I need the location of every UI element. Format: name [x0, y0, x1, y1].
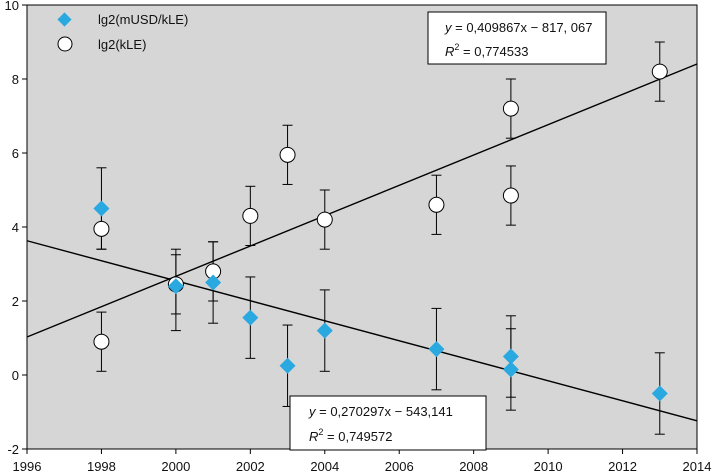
legend-marker-kLE [57, 36, 73, 52]
data-point-kLE [93, 333, 110, 350]
legend: lg2(mUSD/kLE) lg2(kLE) [57, 12, 188, 52]
data-point-kLE [651, 63, 668, 80]
data-point-kLE [242, 207, 259, 224]
x-tick-label: 2000 [161, 459, 190, 474]
data-point-mUSD-kLE [205, 274, 222, 291]
r-squared-kLE: R2 = 0,774533 [445, 42, 528, 59]
equation-mUSD-kLE: y = 0,270297x − 543,141 [308, 404, 453, 419]
x-tick-label: 2012 [608, 459, 637, 474]
data-point-kLE [93, 220, 110, 237]
x-tick-label: 2002 [236, 459, 265, 474]
y-tick-label: 4 [12, 220, 19, 235]
y-tick-label: 0 [12, 368, 19, 383]
legend-label-mUSD-kLE: lg2(mUSD/kLE) [98, 12, 188, 27]
x-tick-label: 1996 [13, 459, 42, 474]
data-point-kLE [428, 196, 445, 213]
data-point-mUSD-kLE [242, 309, 259, 326]
data-point-kLE [279, 146, 296, 163]
data-point-kLE [502, 100, 519, 117]
y-tick-label: 2 [12, 294, 19, 309]
y-tick-label: 6 [12, 146, 19, 161]
x-tick-label: 2006 [385, 459, 414, 474]
data-point-mUSD-kLE [93, 200, 110, 217]
equation-box-mUSD-kLE: y = 0,270297x − 543,141 R2 = 0,749572 [289, 395, 487, 451]
equation-kLE: y = 0,409867x − 817, 067 [444, 20, 592, 35]
y-tick-label: 10 [5, 0, 19, 13]
plot-area [27, 5, 697, 449]
x-tick-label: 1998 [87, 459, 116, 474]
data-point-mUSD-kLE [428, 341, 445, 358]
y-tick-label: -2 [7, 442, 19, 457]
trendlines [26, 63, 698, 422]
r-squared-mUSD-kLE: R2 = 0,749572 [309, 427, 392, 444]
data-point-mUSD-kLE [279, 357, 296, 374]
data-point-mUSD-kLE [502, 361, 519, 378]
x-tick-label: 2014 [683, 459, 712, 474]
data-point-kLE [316, 211, 333, 228]
y-tick-label: 8 [12, 72, 19, 87]
equation-box-kLE-frame [427, 11, 607, 65]
x-tick-label: 2010 [534, 459, 563, 474]
equation-box-mUSD-kLE-frame [289, 395, 487, 451]
trendline [26, 240, 698, 422]
data-point-mUSD-kLE [316, 322, 333, 339]
trendline [26, 63, 698, 338]
legend-label-kLE: lg2(kLE) [98, 37, 146, 52]
data-point-mUSD-kLE [651, 385, 668, 402]
y-axis: -2 0 2 4 6 8 10 [5, 0, 27, 457]
x-tick-label: 2008 [459, 459, 488, 474]
x-tick-label: 2004 [310, 459, 339, 474]
data-markers [93, 63, 668, 402]
data-point-mUSD-kLE [167, 278, 184, 295]
equation-box-kLE: y = 0,409867x − 817, 067 R2 = 0,774533 [427, 11, 607, 65]
data-point-mUSD-kLE [502, 348, 519, 365]
data-point-kLE [502, 187, 519, 204]
x-axis: 1996 1998 2000 2002 2004 2006 2008 2010 2012 2014 [13, 449, 712, 474]
